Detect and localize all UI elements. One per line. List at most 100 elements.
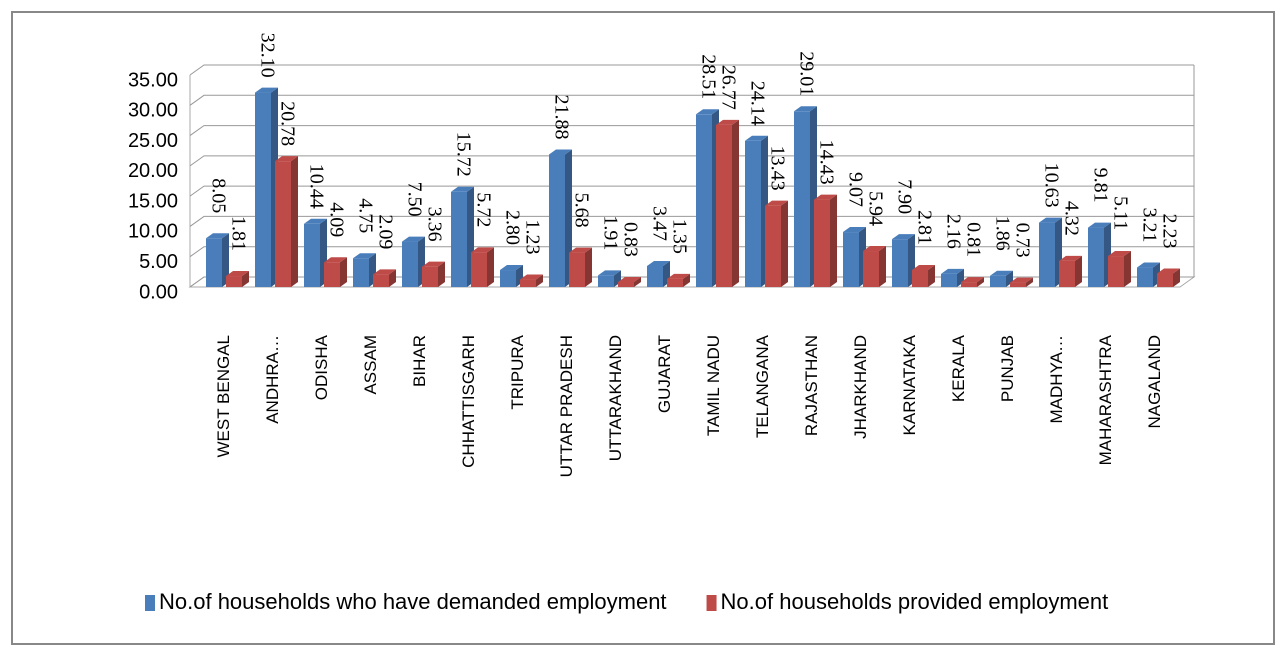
bar-top <box>275 156 298 162</box>
bar-side <box>683 273 690 287</box>
bar <box>892 234 915 287</box>
value-label: 1.23 <box>521 220 543 255</box>
bar-top <box>961 277 984 283</box>
x-tick-label: BIHAR <box>410 335 429 387</box>
bar <box>745 135 768 287</box>
bar-top <box>941 268 964 274</box>
value-label: 2.09 <box>374 214 396 249</box>
bar-front <box>422 266 438 287</box>
grid-line <box>189 94 1194 106</box>
bar-top <box>402 236 425 242</box>
bar-front <box>275 161 291 287</box>
bar-side <box>1026 277 1033 287</box>
bar-top <box>1108 251 1131 257</box>
value-label: 8.05 <box>207 178 229 213</box>
bar-front <box>961 282 977 287</box>
value-label: 29.01 <box>795 51 817 96</box>
value-label: 28.51 <box>697 54 719 99</box>
value-label: 9.07 <box>844 172 866 207</box>
bar-top <box>206 233 229 239</box>
x-tick-label: ODISHA <box>312 334 331 400</box>
bar-side <box>928 264 935 287</box>
bar-top <box>647 260 670 266</box>
x-tick-label: RAJASTHAN <box>802 335 821 436</box>
x-tick-label: UTTARAKHAND <box>606 335 625 461</box>
bar-front <box>471 252 487 287</box>
bar-front <box>324 262 340 287</box>
bar-top <box>255 87 278 93</box>
bar-front <box>941 273 957 287</box>
x-tick-label: MADHYA… <box>1047 335 1066 423</box>
bar-side <box>977 277 984 287</box>
bar-top <box>451 186 474 192</box>
value-label: 7.50 <box>403 182 425 217</box>
bar <box>471 247 494 287</box>
bar <box>373 269 396 287</box>
bar-side <box>242 271 249 287</box>
bar-top <box>1010 277 1033 283</box>
bar <box>226 271 249 287</box>
bar <box>961 277 984 287</box>
bar <box>716 119 739 288</box>
bar <box>255 87 278 288</box>
value-label: 4.09 <box>325 202 347 237</box>
bar-top <box>667 273 690 279</box>
bar <box>275 156 298 287</box>
legend-swatch <box>145 595 155 611</box>
bar-side <box>438 261 445 287</box>
bar-front <box>402 241 418 287</box>
bar-top <box>814 194 837 200</box>
bar <box>667 273 690 287</box>
bar-front <box>1137 267 1153 287</box>
value-label: 4.75 <box>354 198 376 233</box>
value-label: 7.90 <box>893 179 915 214</box>
bar-side <box>1173 268 1180 287</box>
bar-front <box>647 265 663 287</box>
value-label: 2.80 <box>501 210 523 245</box>
value-label: 1.81 <box>227 216 249 251</box>
value-label: 14.43 <box>815 140 837 185</box>
bar-front <box>843 232 859 287</box>
bar-front <box>814 199 830 287</box>
bar-top <box>520 274 543 280</box>
bar-front <box>353 258 369 287</box>
bar <box>814 194 837 287</box>
bar <box>500 265 523 287</box>
value-label: 10.44 <box>305 164 327 209</box>
bar-top <box>696 109 719 115</box>
bar-front <box>255 92 271 288</box>
x-tick-label: TRIPURA <box>508 334 527 409</box>
bar-side <box>830 194 837 287</box>
value-label: 3.21 <box>1138 208 1160 243</box>
x-tick-label: WEST BENGAL <box>214 335 233 458</box>
bar-front <box>451 191 467 287</box>
bar-side <box>487 247 494 287</box>
bar <box>618 276 641 287</box>
bar-side <box>879 246 886 287</box>
bar-top <box>324 257 347 263</box>
legend-swatch <box>706 595 717 611</box>
grid-line <box>189 215 1194 227</box>
bar-top <box>990 270 1013 276</box>
bar-side <box>585 247 592 287</box>
bar-top <box>598 270 621 276</box>
x-tick-label: MAHARASHTRA <box>1096 334 1115 465</box>
legend-label: No.of households provided employment <box>721 589 1109 614</box>
bar-side <box>1075 255 1082 287</box>
legend-label: No.of households who have demanded emplo… <box>159 589 667 614</box>
x-tick-label: CHHATTISGARH <box>459 335 478 468</box>
bar <box>912 264 935 287</box>
bar-front <box>794 111 810 287</box>
bar <box>765 200 788 287</box>
bar-side <box>536 274 543 287</box>
grid-line <box>189 155 1194 167</box>
bar-front <box>226 276 242 287</box>
y-tick-label: 5.00 <box>139 251 178 273</box>
value-label: 5.72 <box>472 192 494 227</box>
x-tick-label: KARNATAKA <box>900 334 919 435</box>
value-label: 5.94 <box>864 191 886 226</box>
x-tick-label: NAGALAND <box>1145 335 1164 429</box>
bar-front <box>1059 260 1075 287</box>
bar-front <box>716 124 732 288</box>
